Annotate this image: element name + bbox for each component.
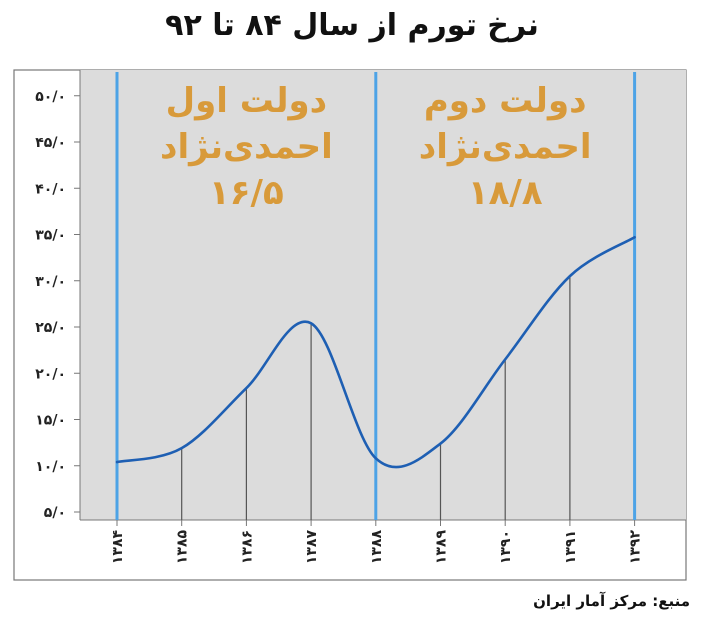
y-tick-label: ۳۵/۰	[35, 228, 66, 244]
x-tick-label: ۱۳۸۷	[304, 530, 320, 565]
annotation-text: ۱۶/۵	[209, 173, 284, 213]
drop-lines	[181, 276, 571, 520]
annotation-text: ۱۸/۸	[468, 173, 543, 213]
x-tick-label: ۱۳۸۵	[175, 530, 191, 565]
y-tick-label: ۵۰/۰	[35, 89, 66, 105]
y-tick-label: ۴۰/۰	[35, 181, 66, 197]
y-tick-label: ۱۰/۰	[35, 459, 66, 475]
annotations: دولت اول احمدی‌نژاد ۱۶/۵ دولت دوم احمدی‌نژاد…	[160, 81, 592, 213]
plot-area	[80, 70, 686, 520]
annotation-text: احمدی‌نژاد	[419, 127, 592, 167]
y-axis-ticks: ۵/۰ ۱۰/۰ ۱۵/۰ ۲۰/۰ ۲۵/۰ ۳۰/۰ ۳۵/۰ ۴۰/۰ ۴۵/۰ ۵۰/۰	[35, 89, 80, 521]
y-tick-label: ۱۵/۰	[35, 413, 66, 429]
source-note: منبع: مرکز آمار ایران	[533, 592, 690, 610]
x-tick-label: ۱۳۸۴	[110, 530, 126, 565]
y-tick-label: ۲۵/۰	[35, 320, 66, 336]
y-tick-label: ۲۰/۰	[35, 366, 66, 382]
government-dividers	[115, 72, 637, 520]
inflation-line	[115, 235, 636, 469]
x-tick-label: ۱۳۹۲	[628, 530, 644, 565]
annotation-text: احمدی‌نژاد	[160, 127, 333, 167]
x-tick-label: ۱۳۸۸	[369, 530, 385, 565]
y-tick-label: ۴۵/۰	[35, 135, 66, 151]
y-tick-label: ۵/۰	[44, 505, 66, 521]
x-axis-ticks: ۱۳۸۴ ۱۳۸۵ ۱۳۸۶ ۱۳۸۷ ۱۳۸۸ ۱۳۸۹ ۱۳۹۰ ۱۳۹۱ ۱۳۹۲	[110, 520, 644, 564]
x-tick-label: ۱۳۹۱	[563, 530, 579, 564]
y-tick-label: ۳۰/۰	[35, 274, 66, 290]
x-tick-label: ۱۳۹۰	[498, 530, 514, 564]
annotation-text: دولت اول	[166, 81, 327, 121]
x-tick-label: ۱۳۸۶	[239, 530, 255, 564]
x-tick-label: ۱۳۸۹	[434, 530, 450, 565]
annotation-text: دولت دوم	[424, 81, 587, 121]
chart-title: نرخ تورم از سال ۸۴ تا ۹۲	[165, 8, 539, 43]
